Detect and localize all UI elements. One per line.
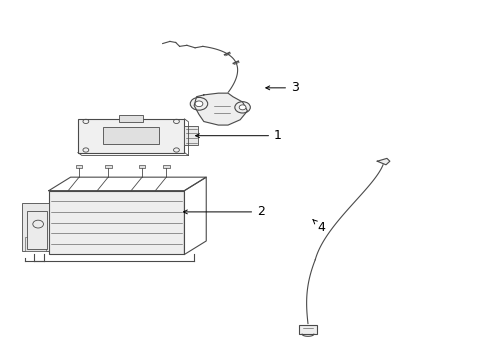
Bar: [299, 325, 317, 334]
Bar: [78, 119, 184, 153]
Bar: [184, 126, 198, 145]
Text: 2: 2: [183, 206, 265, 219]
Bar: [27, 211, 48, 249]
Bar: [25, 238, 46, 251]
Bar: [105, 165, 112, 168]
Circle shape: [239, 105, 246, 110]
Text: 4: 4: [313, 220, 325, 234]
Bar: [163, 165, 170, 168]
Bar: [22, 203, 49, 251]
Bar: [103, 127, 159, 144]
Text: 3: 3: [266, 81, 299, 94]
Circle shape: [190, 98, 208, 110]
Circle shape: [235, 102, 250, 113]
Bar: [49, 191, 184, 255]
Text: 1: 1: [196, 129, 282, 142]
Polygon shape: [377, 158, 390, 165]
Polygon shape: [194, 93, 247, 125]
Bar: [119, 115, 143, 122]
Circle shape: [195, 101, 203, 107]
Bar: [139, 165, 146, 168]
Bar: [75, 165, 82, 168]
